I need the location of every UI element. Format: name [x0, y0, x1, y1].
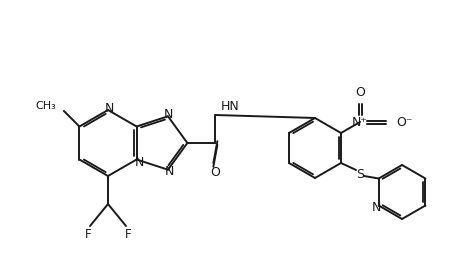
Text: F: F	[125, 228, 131, 240]
Text: S: S	[356, 167, 364, 180]
Text: N: N	[135, 156, 144, 169]
Text: O⁻: O⁻	[396, 115, 412, 129]
Text: N: N	[372, 201, 382, 214]
Text: HN: HN	[220, 101, 239, 113]
Text: O: O	[210, 166, 220, 179]
Text: N⁺: N⁺	[352, 115, 368, 129]
Text: F: F	[85, 228, 91, 240]
Text: N: N	[163, 108, 173, 121]
Text: O: O	[355, 87, 365, 100]
Text: CH₃: CH₃	[35, 101, 56, 111]
Text: N: N	[104, 102, 114, 115]
Text: N: N	[164, 165, 173, 178]
